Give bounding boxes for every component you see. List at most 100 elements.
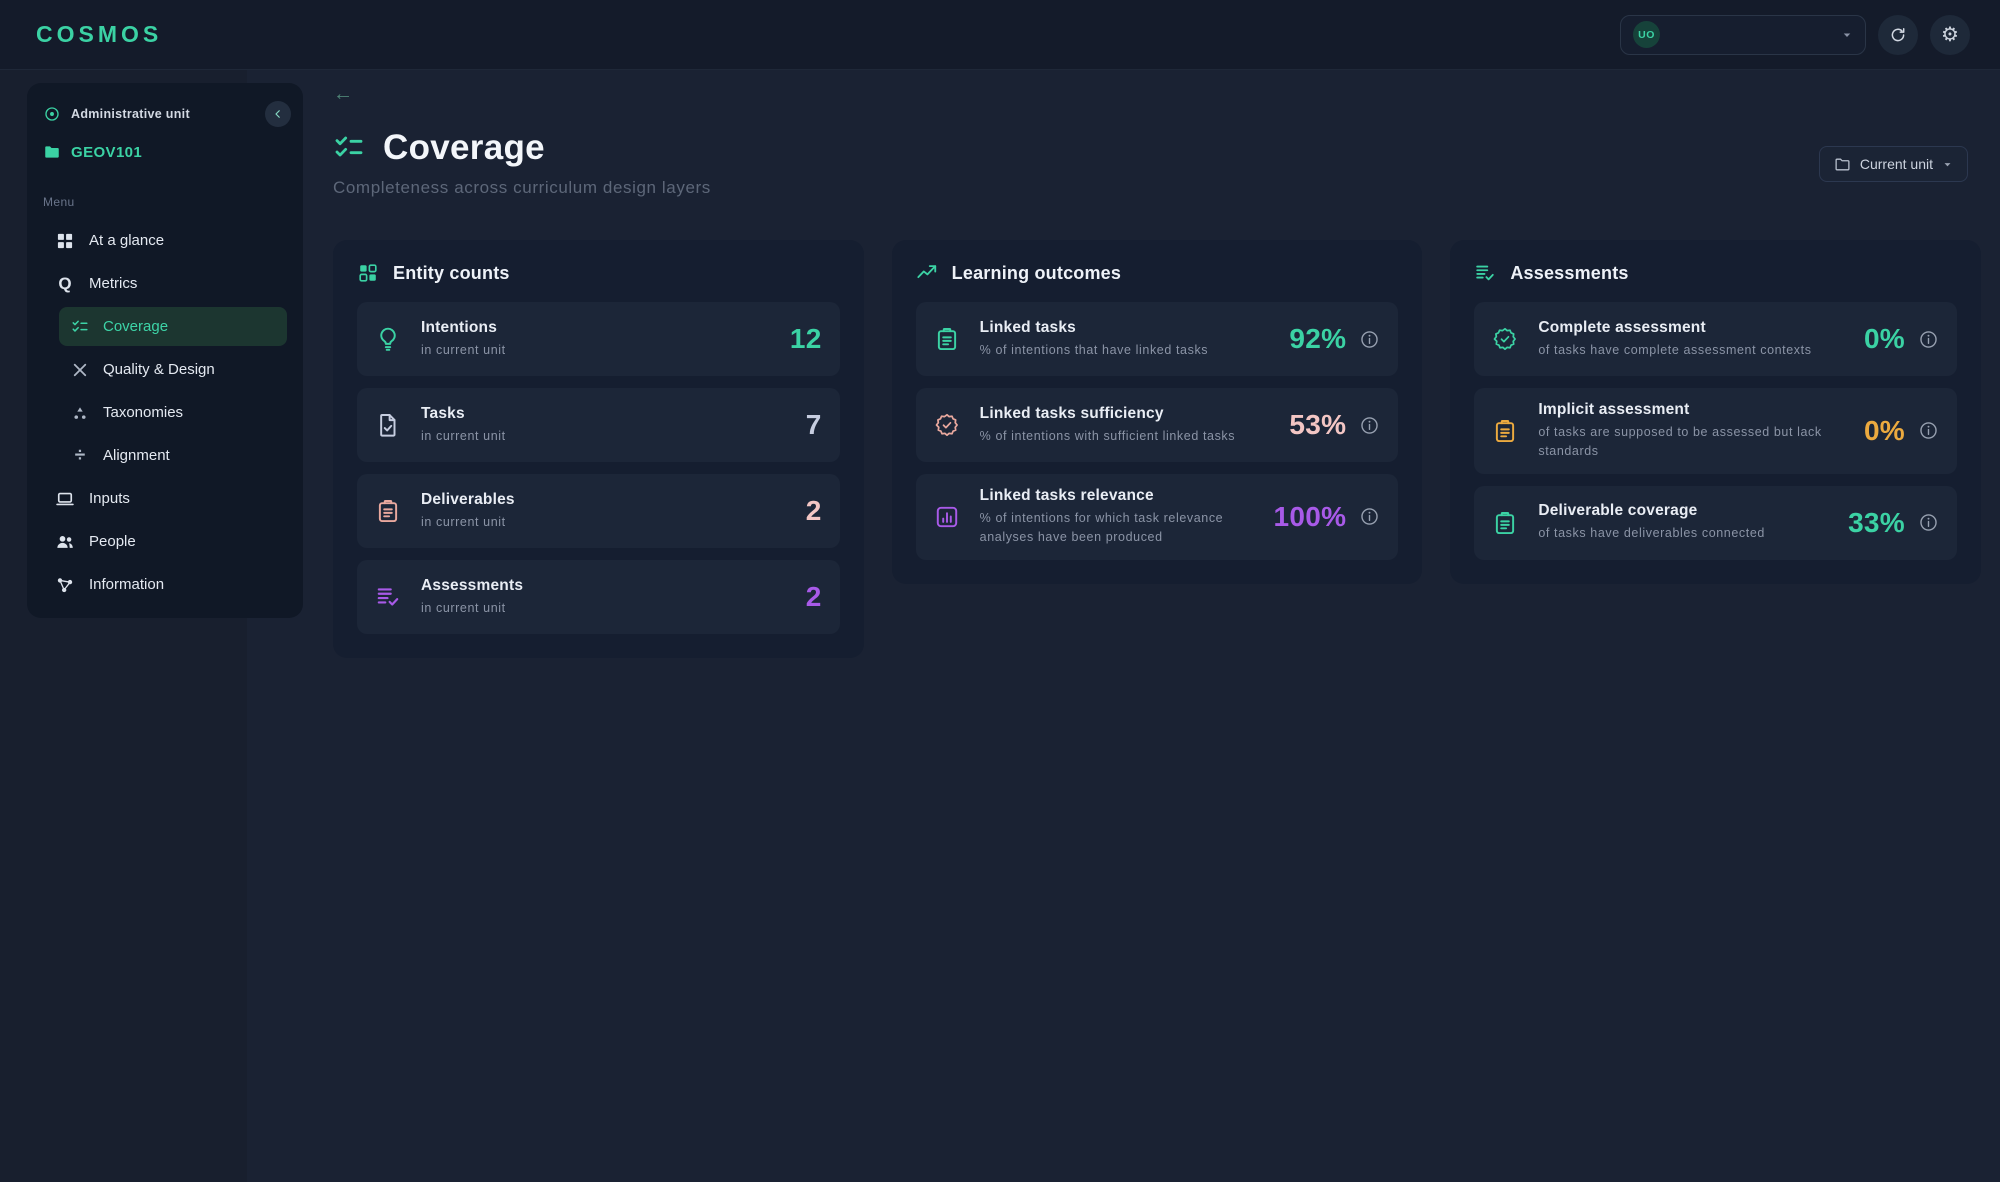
arrow-left-icon: ← xyxy=(333,83,353,105)
metric-title: Tasks xyxy=(421,404,465,422)
info-icon[interactable] xyxy=(1359,329,1380,350)
tools-x-icon xyxy=(71,361,89,379)
chart-square-icon xyxy=(934,504,960,530)
sidebar-menu: At a glance Q Metrics Coverage Quality &… xyxy=(43,221,287,604)
metric-subtitle: in current unit xyxy=(421,514,506,529)
list-check-icon xyxy=(375,584,401,610)
clipboard-icon xyxy=(1492,418,1518,444)
unit-select-dropdown[interactable]: UO xyxy=(1620,14,1866,55)
metric-value: 100% xyxy=(1273,500,1347,532)
metric-subtitle: % of intentions for which task relevance… xyxy=(979,511,1224,544)
metric-title: Deliverables xyxy=(421,490,515,508)
clipboard-icon xyxy=(934,326,960,352)
clipboard-icon xyxy=(1492,510,1518,536)
target-icon xyxy=(43,105,61,123)
info-icon[interactable] xyxy=(1359,506,1380,527)
metric-value: 2 xyxy=(805,581,822,612)
seal-check-icon xyxy=(1492,326,1518,352)
back-button[interactable]: ← xyxy=(333,83,353,106)
page-subtitle: Completeness across curriculum design la… xyxy=(333,178,711,197)
card-title: Learning outcomes xyxy=(951,262,1122,283)
app-logo: COSMOS xyxy=(36,21,163,47)
current-unit-filter-button[interactable]: Current unit xyxy=(1818,146,1968,182)
card-title: Assessments xyxy=(1510,262,1629,283)
metric-value: 7 xyxy=(805,409,822,440)
current-unit-filter-label: Current unit xyxy=(1859,156,1933,172)
metric-subtitle: % of intentions with sufficient linked t… xyxy=(979,428,1236,443)
sidebar-item-quality-design[interactable]: Quality & Design xyxy=(59,350,287,389)
lightbulb-icon xyxy=(375,326,401,352)
metric-value: 0% xyxy=(1863,414,1906,446)
folder-icon xyxy=(43,143,61,161)
info-icon[interactable] xyxy=(1918,420,1939,441)
metric-row: Tasks in current unit 7 xyxy=(357,388,840,462)
sidebar-item-information[interactable]: Information xyxy=(43,565,287,604)
sidebar-item-coverage[interactable]: Coverage xyxy=(59,307,287,346)
sidebar-panel: Administrative unit GEOV101 Menu At a gl… xyxy=(27,83,303,618)
laptop-icon xyxy=(55,489,75,509)
page-title: Coverage xyxy=(383,128,545,167)
unit-name: GEOV101 xyxy=(71,143,143,161)
sidebar-item-metrics[interactable]: Q Metrics xyxy=(43,264,287,303)
metric-title: Linked tasks relevance xyxy=(979,487,1154,504)
metric-title: Implicit assessment xyxy=(1538,401,1690,418)
metric-row: Complete assessment of tasks have comple… xyxy=(1474,302,1958,376)
seal-check-icon xyxy=(934,412,960,438)
metric-row: Linked tasks % of intentions that have l… xyxy=(915,302,1399,376)
metric-title: Linked tasks xyxy=(979,318,1076,336)
metric-title: Linked tasks sufficiency xyxy=(979,404,1164,422)
refresh-button[interactable] xyxy=(1878,14,1918,55)
list-check-icon xyxy=(1474,262,1496,284)
sidebar-collapse-button[interactable] xyxy=(265,101,291,127)
chevron-down-icon xyxy=(1942,159,1953,170)
metric-value: 12 xyxy=(789,323,822,354)
metric-title: Deliverable coverage xyxy=(1538,502,1698,520)
topbar: COSMOS UO ⚙ xyxy=(0,0,2000,70)
folder-outline-icon xyxy=(1834,156,1851,173)
sidebar-item-taxonomies[interactable]: Taxonomies xyxy=(59,393,287,432)
metric-row: Linked tasks relevance % of intentions f… xyxy=(915,474,1399,560)
metric-subtitle: of tasks have complete assessment contex… xyxy=(1538,342,1812,357)
unit-badge: UO xyxy=(1633,21,1660,48)
clipboard-icon xyxy=(375,498,401,524)
metric-subtitle: in current unit xyxy=(421,342,506,357)
info-icon[interactable] xyxy=(1918,512,1939,533)
grid-icon xyxy=(55,231,75,251)
sidebar-item-people[interactable]: People xyxy=(43,522,287,561)
metric-title: Intentions xyxy=(421,318,498,336)
metric-value: 0% xyxy=(1863,323,1906,354)
metric-subtitle: in current unit xyxy=(421,428,506,443)
sidebar-item-alignment[interactable]: ÷ Alignment xyxy=(59,436,287,475)
metric-value: 53% xyxy=(1289,409,1347,440)
metric-subtitle: of tasks have deliverables connected xyxy=(1538,526,1765,541)
sidebar-item-inputs[interactable]: Inputs xyxy=(43,479,287,518)
info-icon[interactable] xyxy=(1918,329,1939,350)
card-assessments: Assessments Complete assessment of tasks… xyxy=(1450,240,1982,584)
metric-title: Complete assessment xyxy=(1538,318,1706,336)
divide-icon: ÷ xyxy=(74,444,86,466)
menu-label: Menu xyxy=(43,195,75,209)
current-unit-link[interactable]: GEOV101 xyxy=(43,143,287,161)
checklist-icon xyxy=(333,132,365,164)
metric-value: 33% xyxy=(1848,506,1906,538)
metric-row: Implicit assessment of tasks are suppose… xyxy=(1474,388,1958,474)
sidebar-section-label: Administrative unit xyxy=(71,107,190,121)
main-content: ← Coverage Completeness across curriculu… xyxy=(247,70,2000,1182)
network-icon xyxy=(55,575,75,595)
metric-subtitle: % of intentions that have linked tasks xyxy=(979,342,1209,357)
info-icon[interactable] xyxy=(1359,415,1380,436)
metric-value: 92% xyxy=(1289,323,1347,354)
checklist-icon xyxy=(71,318,89,336)
grid-squares-icon xyxy=(357,262,379,284)
metric-title: Assessments xyxy=(421,576,524,594)
settings-button[interactable]: ⚙ xyxy=(1930,14,1970,55)
metric-row: Deliverables in current unit 2 xyxy=(357,474,840,548)
metric-row: Assessments in current unit 2 xyxy=(357,560,840,634)
refresh-icon xyxy=(1889,26,1907,44)
file-check-icon xyxy=(375,412,401,438)
q-icon: Q xyxy=(58,273,72,293)
people-icon xyxy=(55,532,75,552)
metric-cards: Entity counts Intentions in current unit… xyxy=(333,240,1982,658)
sidebar-item-at-a-glance[interactable]: At a glance xyxy=(43,221,287,260)
metric-row: Linked tasks sufficiency % of intentions… xyxy=(915,388,1399,462)
